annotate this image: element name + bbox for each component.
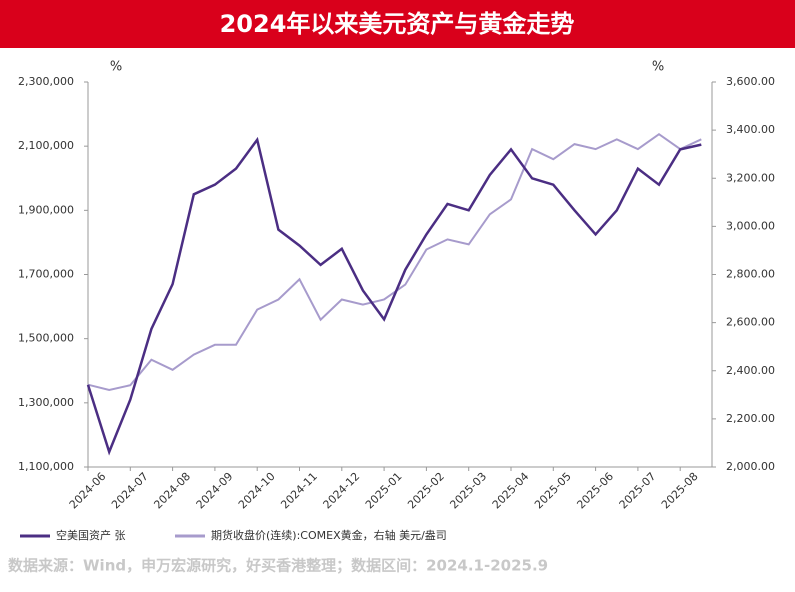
y2-tick-label: 2,000.00 bbox=[726, 460, 775, 473]
x-tick-label: 2025-01 bbox=[363, 470, 405, 512]
x-tick-label: 2024-06 bbox=[67, 470, 109, 512]
title-banner bbox=[0, 0, 795, 48]
y-tick-label: 2,300,000 bbox=[18, 75, 74, 88]
x-tick-label: 2025-04 bbox=[490, 470, 532, 512]
legend-label: 期货收盘价(连续):COMEX黄金，右轴 美元/盎司 bbox=[211, 528, 447, 542]
legend-label: 空美国资产 张 bbox=[56, 528, 126, 542]
chart-title: 2024年以来美元资产与黄金走势 bbox=[220, 10, 575, 38]
x-tick-label: 2025-03 bbox=[447, 470, 489, 512]
y2-tick-label: 3,200.00 bbox=[726, 171, 775, 184]
y2-tick-label: 2,200.00 bbox=[726, 412, 775, 425]
y2-tick-label: 2,600.00 bbox=[726, 316, 775, 329]
y2-tick-label: 2,400.00 bbox=[726, 364, 775, 377]
x-tick-label: 2024-07 bbox=[109, 470, 151, 512]
y-axis-label: % bbox=[110, 60, 122, 75]
source: 数据来源：Wind，申万宏源研究，好买香港整理；数据区间：2024.1-2025… bbox=[8, 557, 548, 575]
y-tick-label: 1,500,000 bbox=[18, 332, 74, 345]
series-line bbox=[86, 136, 702, 456]
x-tick-label: 2025-02 bbox=[405, 470, 447, 512]
x-tick-label: 2025-08 bbox=[659, 470, 701, 512]
x-tick-label: 2024-10 bbox=[236, 470, 278, 512]
y-tick-label: 2,100,000 bbox=[18, 139, 74, 152]
x-tick-label: 2024-12 bbox=[321, 470, 363, 512]
x-tick-label: 2025-07 bbox=[617, 470, 659, 512]
x-tick-label: 2024-09 bbox=[194, 470, 236, 512]
y2-tick-label: 2,800.00 bbox=[726, 268, 775, 281]
x-tick-label: 2025-06 bbox=[574, 470, 616, 512]
y2-axis-label: % bbox=[652, 60, 664, 75]
y2-tick-label: 3,600.00 bbox=[726, 75, 775, 88]
x-tick-label: 2025-05 bbox=[532, 470, 574, 512]
y-tick-label: 1,300,000 bbox=[18, 396, 74, 409]
y2-tick-label: 3,400.00 bbox=[726, 123, 775, 136]
x-tick-label: 2024-11 bbox=[278, 470, 320, 512]
x-tick-label: 2024-08 bbox=[151, 470, 193, 512]
y-tick-label: 1,900,000 bbox=[18, 203, 74, 216]
series-line bbox=[87, 132, 702, 392]
y-tick-label: 1,700,000 bbox=[18, 268, 74, 281]
y-tick-label: 1,100,000 bbox=[18, 460, 74, 473]
y2-tick-label: 3,000.00 bbox=[726, 219, 775, 232]
